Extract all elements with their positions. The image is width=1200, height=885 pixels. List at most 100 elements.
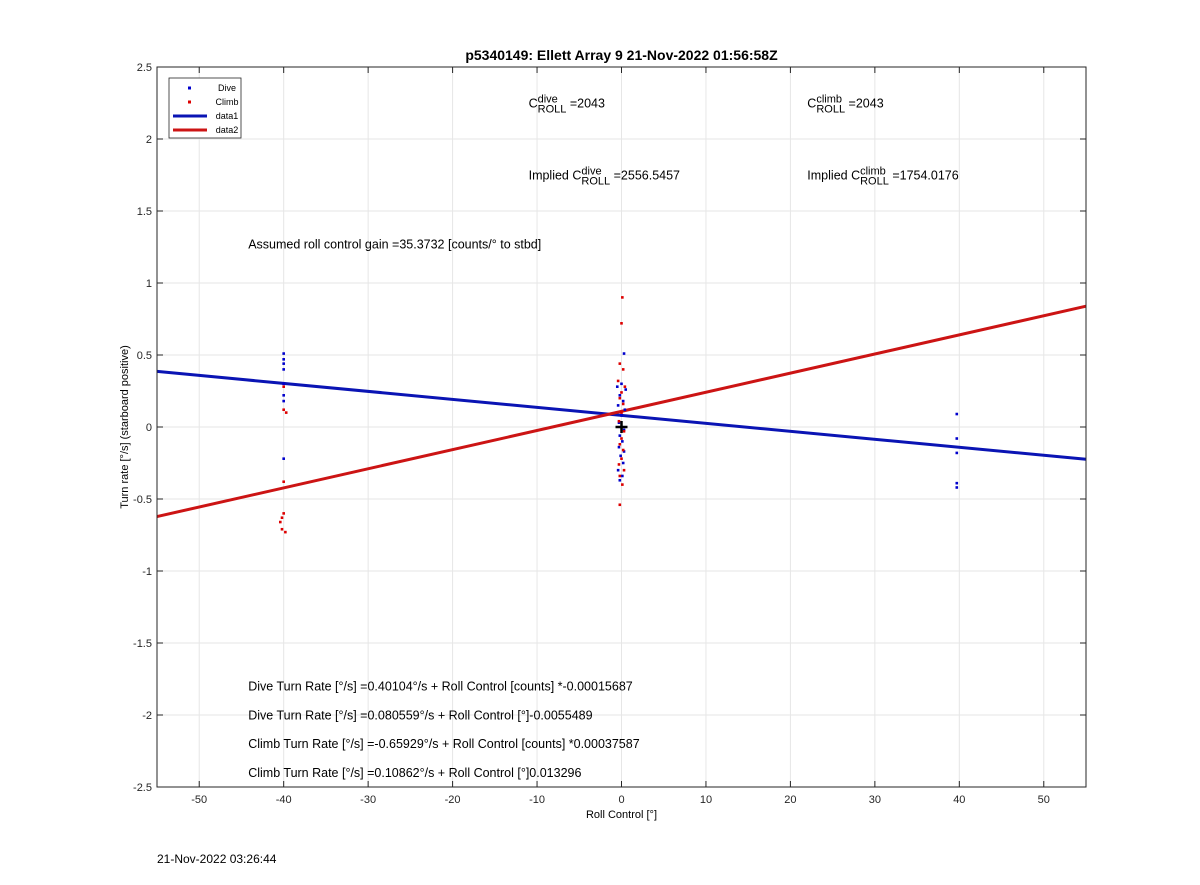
x-axis-label: Roll Control [°] [586,809,657,821]
point-dive [616,468,620,472]
annotation-part: =2556.5457 [610,168,680,182]
point-dive [282,368,285,371]
annotation-part: climb [860,165,886,177]
point-climb [280,516,284,520]
point-dive [282,382,285,386]
plot-series [156,296,1087,534]
annotation-c-roll-climb: CROLLclimb =2043 [807,93,883,115]
point-climb [621,402,625,406]
annotation-dive-eq-deg: Dive Turn Rate [°/s] =0.080559°/s + Roll… [248,708,592,722]
annotation-part: Dive Turn Rate [°/s] =0.080559°/s + Roll… [248,708,592,722]
annotation-part: Implied C [807,168,860,182]
point-climb [621,296,624,299]
point-dive [619,454,622,458]
x-tick-label: 30 [869,794,881,806]
point-dive [622,352,626,355]
annotation-implied-dive: Implied CROLLdive =2556.5457 [529,165,680,187]
annotation-implied-climb: Implied CROLLclimb =1754.0176 [807,165,958,187]
legend-marker [188,86,191,90]
y-tick-label: 2 [146,134,152,146]
annotation-part: climb [816,93,842,105]
point-dive [621,440,624,443]
annotation-dive-eq-counts: Dive Turn Rate [°/s] =0.40104°/s + Roll … [248,680,633,694]
legend-label: data2 [216,125,239,135]
origin-cross-marker [615,421,628,433]
annotation-part: Assumed roll control gain =35.3732 [coun… [248,237,541,251]
point-dive [282,362,285,365]
point-dive [618,394,622,397]
x-tick-label: -20 [445,794,461,806]
point-dive [282,394,285,397]
point-climb [620,437,623,440]
y-tick-label: -2 [142,710,152,722]
point-climb [621,483,624,486]
chart-title: p5340149: Ellett Array 9 21-Nov-2022 01:… [465,47,778,63]
annotation-part: =2043 [845,96,884,110]
y-tick-label: -1.5 [133,638,152,650]
point-dive [616,404,620,407]
y-tick-label: 0 [146,422,152,434]
point-climb [282,385,285,388]
point-climb [282,480,285,484]
annotation-part: =1754.0176 [889,168,959,182]
legend-label: Dive [218,83,236,93]
point-climb [279,520,282,524]
point-dive [621,399,625,403]
annotation-part: C [529,96,538,110]
point-dive [617,445,621,449]
x-tick-label: -40 [276,794,292,806]
point-climb [280,527,284,531]
point-dive [282,457,285,460]
annotation-part: Dive Turn Rate [°/s] =0.40104°/s + Roll … [248,680,633,694]
annotation-part: dive [581,165,601,177]
point-dive [622,428,626,432]
annotation-part: ROLL [860,175,889,187]
annotation-part: ROLL [816,103,845,115]
annotation-part: ROLL [581,175,610,187]
point-dive [282,358,285,361]
point-dive [282,399,285,403]
point-climb [616,379,620,383]
x-tick-label: -30 [360,794,376,806]
point-climb [622,468,626,472]
point-climb [620,322,623,325]
point-climb [622,430,626,433]
point-climb [620,457,623,460]
x-tick-label: 10 [700,794,712,806]
legend-marker [188,100,191,104]
point-dive [955,412,959,416]
point-dive [955,486,959,489]
point-climb [618,474,622,478]
point-climb [618,503,622,507]
point-dive [955,481,959,485]
y-axis-label: Turn rate [°/s] (starboard positive) [119,345,131,509]
annotation-part: Climb Turn Rate [°/s] =-0.65929°/s + Rol… [248,737,640,751]
point-climb [620,411,623,414]
x-tick-label: 50 [1038,794,1050,806]
point-climb [618,442,622,446]
annotation-c-roll-dive: CROLLdive =2043 [529,93,605,115]
point-dive [623,408,627,412]
point-climb [617,463,621,466]
point-climb [284,530,287,534]
y-tick-label: 2.5 [137,62,152,74]
axis-ticks: -50 -40 -30 -20 -10 0 10 20 30 40 50-2.5-2-1.5-1-0… [133,62,1086,806]
point-climb [618,362,622,365]
annotation-gain: Assumed roll control gain =35.3732 [coun… [248,237,541,251]
y-tick-label: 0.5 [137,350,152,362]
point-climb [284,411,288,414]
print-timestamp: 21-Nov-2022 03:26:44 [157,852,277,866]
annotation-part: Implied C [529,168,582,182]
point-dive [617,421,621,424]
x-tick-label: 40 [953,794,965,806]
point-dive [624,388,628,391]
y-tick-label: -1 [142,566,152,578]
point-dive [282,352,285,355]
annotation-part: Climb Turn Rate [°/s] =0.10862°/s + Roll… [248,766,581,780]
point-dive [618,478,622,482]
point-dive [620,414,623,417]
annotation-part: C [807,96,816,110]
point-dive [955,437,959,440]
annotation-part: ROLL [538,103,567,115]
